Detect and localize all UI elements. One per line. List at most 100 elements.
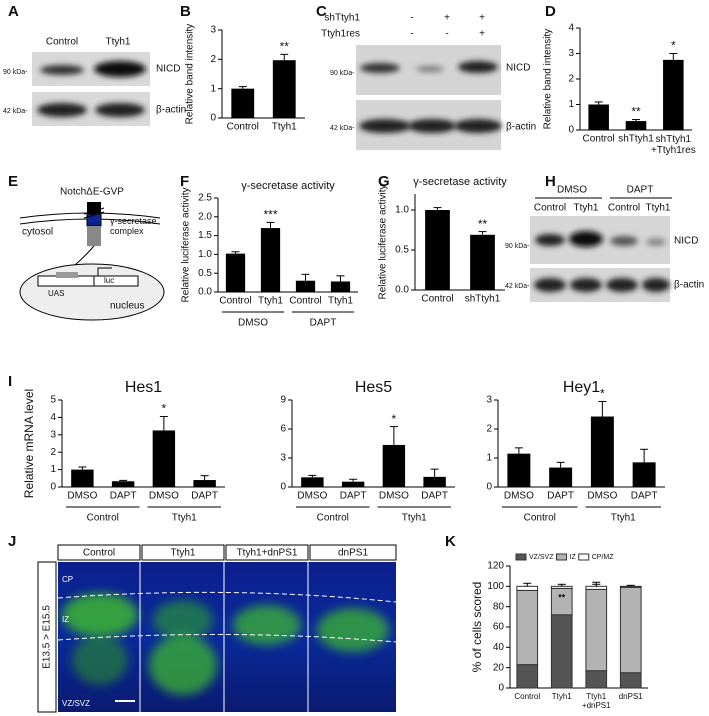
x-tick-label: Control	[514, 692, 540, 701]
y-axis-label: Relative mRNA level	[22, 389, 36, 498]
y-tick-label: 6	[280, 424, 286, 435]
x-tick-label: DAPT	[110, 491, 137, 502]
x-tick-label: Control	[421, 294, 453, 305]
y-tick-label: 2	[50, 447, 56, 458]
y-tick-label: 2	[568, 74, 574, 85]
x-tick-label: Ttyh1	[258, 296, 283, 307]
treatment: DAPT	[627, 185, 654, 196]
panel-letter: C	[316, 3, 327, 20]
x-tick-label: DAPT	[191, 491, 218, 502]
bar	[71, 469, 94, 487]
column-box	[141, 544, 225, 561]
significance: *	[671, 39, 676, 53]
bar	[549, 467, 573, 487]
x-tick-label: Ttyh1	[272, 122, 297, 133]
significance: ***	[263, 208, 277, 222]
images-j: E13.5 > E15.5 Control Ttyh1 Ttyh1+dnPS1 …	[37, 544, 397, 713]
y-tick-label: 0	[486, 482, 492, 493]
y-tick-label: 2	[210, 54, 216, 65]
panel-letter: E	[8, 173, 18, 190]
bar	[295, 280, 316, 292]
band	[606, 278, 638, 292]
y-tick-label: 0	[498, 683, 504, 694]
bar-segment	[550, 614, 573, 689]
column-box	[225, 544, 309, 561]
bar-segment	[619, 672, 642, 689]
marker: 42 kDa-	[505, 283, 530, 290]
x-tick-label: Ttyh1	[328, 296, 353, 307]
band	[454, 119, 502, 133]
panel-letter: B	[180, 3, 191, 20]
x-tick-label: DMSO	[587, 491, 617, 502]
timeline-box	[37, 561, 57, 713]
legend-label: VZ/SVZ	[529, 554, 554, 561]
panel-letter: K	[445, 533, 456, 550]
bar	[590, 416, 614, 487]
y-tick-label: 4	[50, 412, 56, 423]
legend-swatch	[515, 553, 527, 561]
panel-letter: J	[8, 533, 16, 550]
band	[40, 65, 84, 75]
blot-h: DMSO DAPT Control Ttyh1 Control Ttyh1 NI…	[505, 185, 704, 302]
y-tick-label: 1	[568, 99, 574, 110]
treatment: DMSO	[557, 185, 587, 196]
x-tick-label: shTtyh1 +Ttyh1res	[651, 134, 696, 156]
legend-swatch	[556, 553, 568, 561]
marker: 90 kDa-	[3, 69, 28, 76]
significance: *	[392, 412, 397, 426]
x-tick-label: shTtyh1	[465, 294, 501, 305]
bar	[382, 444, 406, 487]
legend-swatch	[578, 553, 590, 561]
legend-label: IZ	[570, 554, 577, 561]
panel-letter: D	[545, 3, 556, 20]
marker: 42 kDa-	[330, 125, 355, 132]
x-tick-label: DMSO	[149, 491, 179, 502]
x-tick-label: DAPT	[421, 491, 448, 502]
lane-label: Ttyh1	[105, 37, 130, 48]
y-tick-label: 4	[568, 23, 574, 34]
significance: *	[162, 402, 167, 416]
lane-label: Ttyh1	[573, 203, 598, 214]
row-label: Ttyh1res	[321, 29, 360, 40]
column-label: dnPS1	[338, 548, 368, 559]
y-tick-label: 0	[210, 113, 216, 124]
panel-letter: A	[8, 3, 19, 20]
chart-title: Hes5	[355, 379, 392, 396]
zone-label: VZ/SVZ	[62, 699, 90, 708]
x-tick-label: Control	[219, 296, 251, 307]
x-tick-label: DMSO	[67, 491, 97, 502]
significance: **	[280, 40, 290, 54]
gvp	[56, 272, 78, 278]
diagram-e: NotchΔE-GVP cytosol γ-secretase complex U…	[19, 187, 165, 321]
construct-label: NotchΔE-GVP	[60, 187, 124, 198]
sign: +	[444, 13, 450, 24]
group-label: Control	[317, 513, 349, 524]
x-tick-label: Ttyh1	[552, 692, 573, 701]
y-tick-label: 3	[50, 429, 56, 440]
y-tick-label: 5	[50, 395, 56, 406]
band	[416, 66, 444, 72]
y-tick-label: 2.5	[198, 193, 212, 204]
significance: *	[600, 387, 605, 401]
y-tick-label: 0	[50, 482, 56, 493]
x-tick-label: Ttyh1 +dnPS1	[582, 692, 611, 710]
label: nucleus	[110, 301, 144, 312]
bar	[632, 462, 656, 487]
domain	[86, 213, 102, 227]
y-tick-label: 0	[280, 482, 286, 493]
significance: **	[631, 105, 641, 119]
gfp-signal	[62, 593, 138, 637]
dna	[93, 275, 139, 287]
y-tick-label: 1.0	[395, 205, 409, 216]
promoter	[97, 267, 112, 276]
bar	[260, 228, 281, 292]
sign: +	[479, 29, 485, 40]
bar	[225, 253, 246, 292]
band-label: β-actin	[506, 122, 536, 133]
label: cytosol	[22, 227, 53, 238]
y-tick-label: 1	[50, 464, 56, 475]
y-tick-label: 0.5	[198, 268, 212, 279]
x-tick-label: Control	[583, 134, 615, 145]
label: luc	[104, 276, 114, 285]
y-tick-label: 0.0	[198, 287, 212, 298]
